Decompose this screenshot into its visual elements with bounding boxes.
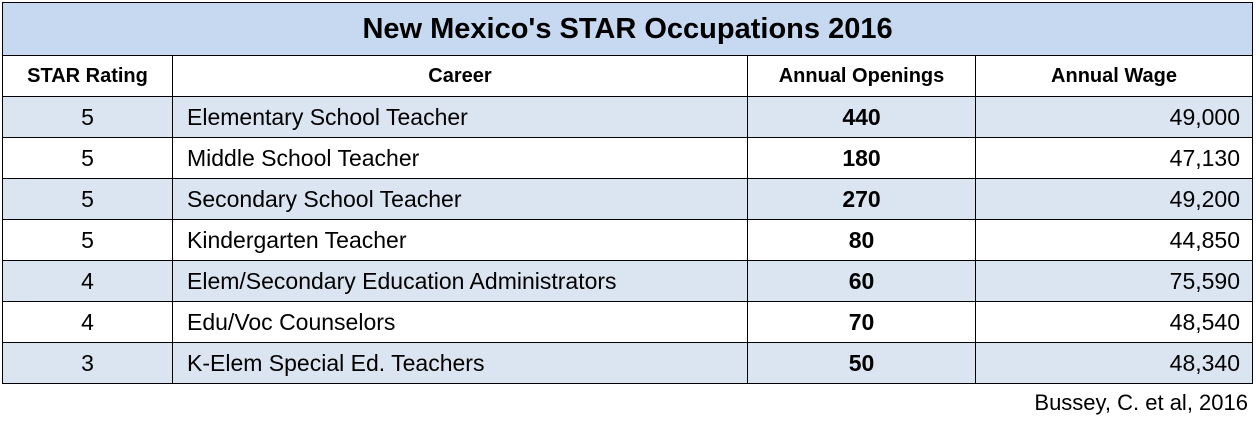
table-cell: 60	[747, 260, 976, 302]
table-cell: 49,200	[974, 178, 1254, 220]
table-row: 4 Edu/Voc Counselors 70 48,540	[2, 301, 1254, 343]
table-cell: 49,000	[974, 96, 1254, 138]
table-row: 5 Middle School Teacher 180 47,130	[2, 137, 1254, 179]
table-row: 5 Kindergarten Teacher 80 44,850	[2, 219, 1254, 261]
table-cell: 75,590	[974, 260, 1254, 302]
table-cell: 44,850	[974, 219, 1254, 261]
table-cell: 5	[2, 96, 173, 138]
table-row: 5 Secondary School Teacher 270 49,200	[2, 178, 1254, 220]
table-cell: 3	[2, 342, 173, 384]
column-header: Career	[172, 55, 748, 97]
table-title: New Mexico's STAR Occupations 2016	[1, 2, 1254, 56]
table-cell: Edu/Voc Counselors	[172, 301, 748, 343]
table-cell: Kindergarten Teacher	[172, 219, 748, 261]
column-header: Annual Wage	[974, 55, 1254, 97]
table-cell: Secondary School Teacher	[172, 178, 748, 220]
table-cell: 50	[747, 342, 976, 384]
table-cell: 80	[747, 219, 976, 261]
table-cell: 5	[2, 137, 173, 179]
header-row: STAR Rating Career Annual Openings Annual W…	[2, 55, 1254, 97]
table-cell: 440	[747, 96, 976, 138]
column-header: STAR Rating	[2, 55, 173, 97]
table-cell: 270	[747, 178, 976, 220]
table-cell: 180	[747, 137, 976, 179]
table-cell: 5	[2, 219, 173, 261]
title-row: New Mexico's STAR Occupations 2016	[1, 2, 1254, 56]
table-body: 5 Elementary School Teacher 440 49,000 5 Midd…	[2, 96, 1254, 384]
column-header: Annual Openings	[747, 55, 976, 97]
table-cell: Elem/Secondary Education Administrators	[172, 260, 748, 302]
table-cell: 70	[747, 301, 976, 343]
table-cell: Middle School Teacher	[172, 137, 748, 179]
table-cell: 48,540	[974, 301, 1254, 343]
occupations-table: New Mexico's STAR Occupations 2016 STAR …	[1, 2, 1254, 384]
table-cell: K-Elem Special Ed. Teachers	[172, 342, 748, 384]
table-cell: 47,130	[974, 137, 1254, 179]
table-cell: 5	[2, 178, 173, 220]
table-cell: 48,340	[974, 342, 1254, 384]
table-cell: Elementary School Teacher	[172, 96, 748, 138]
source-citation: Bussey, C. et al, 2016	[1034, 390, 1248, 415]
table-cell: 4	[2, 260, 173, 302]
table-row: 4 Elem/Secondary Education Administrators…	[2, 260, 1254, 302]
table-row: 5 Elementary School Teacher 440 49,000	[2, 96, 1254, 138]
table-row: 3 K-Elem Special Ed. Teachers 50 48,340	[2, 342, 1254, 384]
table-cell: 4	[2, 301, 173, 343]
